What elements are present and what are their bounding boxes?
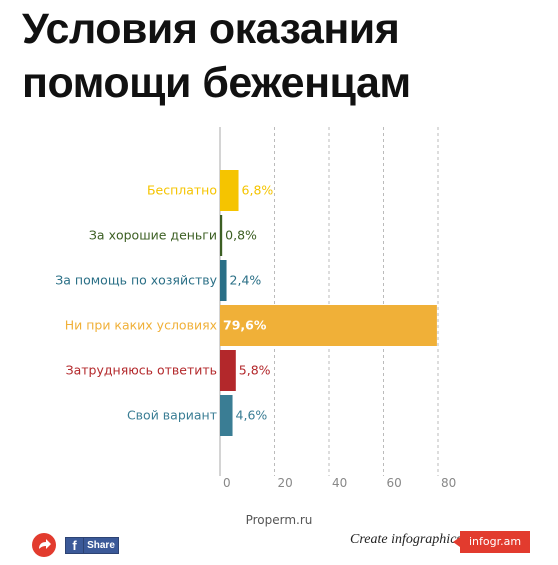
title-line-1: Условия оказания <box>22 5 400 53</box>
facebook-icon: f <box>66 538 84 553</box>
bar <box>220 215 223 256</box>
category-label: За хорошие деньги <box>89 228 217 243</box>
facebook-share-button[interactable]: f Share <box>65 537 119 554</box>
x-tick-label: 60 <box>387 476 402 490</box>
value-label: 79,6% <box>223 318 267 333</box>
value-label: 2,4% <box>230 273 262 288</box>
bar <box>220 170 239 211</box>
bar <box>220 260 227 301</box>
bar <box>220 395 233 436</box>
bar <box>220 305 437 346</box>
bar-chart: 0 20 40 60 80 Бесплатно 6,8% За хорошие деньги 0… <box>55 127 456 490</box>
category-label: За помощь по хозяйству <box>55 273 217 288</box>
title-line-2: помощи беженцам <box>22 59 411 107</box>
value-label: 5,8% <box>239 363 271 378</box>
value-label: 4,6% <box>236 408 268 423</box>
x-tick-label: 0 <box>223 476 231 490</box>
value-label: 6,8% <box>242 183 274 198</box>
category-label: Затрудняюсь ответить <box>66 363 217 378</box>
x-tick-label: 20 <box>278 476 293 490</box>
infogram-logo[interactable]: infogr.am <box>453 531 530 553</box>
x-tick-label: 80 <box>441 476 456 490</box>
category-label: Ни при каких условиях <box>65 318 217 333</box>
facebook-share-label: Share <box>87 540 115 551</box>
create-infographics-link[interactable]: Create infographics <box>350 532 462 547</box>
value-label: 0,8% <box>225 228 257 243</box>
chart-title: Условия оказания помощи беженцам <box>22 2 542 110</box>
category-label: Свой вариант <box>127 408 217 423</box>
source-label: Properm.ru <box>245 513 313 527</box>
x-tick-label: 40 <box>332 476 347 490</box>
share-button[interactable] <box>32 533 56 557</box>
share-arrow-icon <box>39 539 51 549</box>
category-label: Бесплатно <box>147 183 217 198</box>
bar <box>220 350 236 391</box>
